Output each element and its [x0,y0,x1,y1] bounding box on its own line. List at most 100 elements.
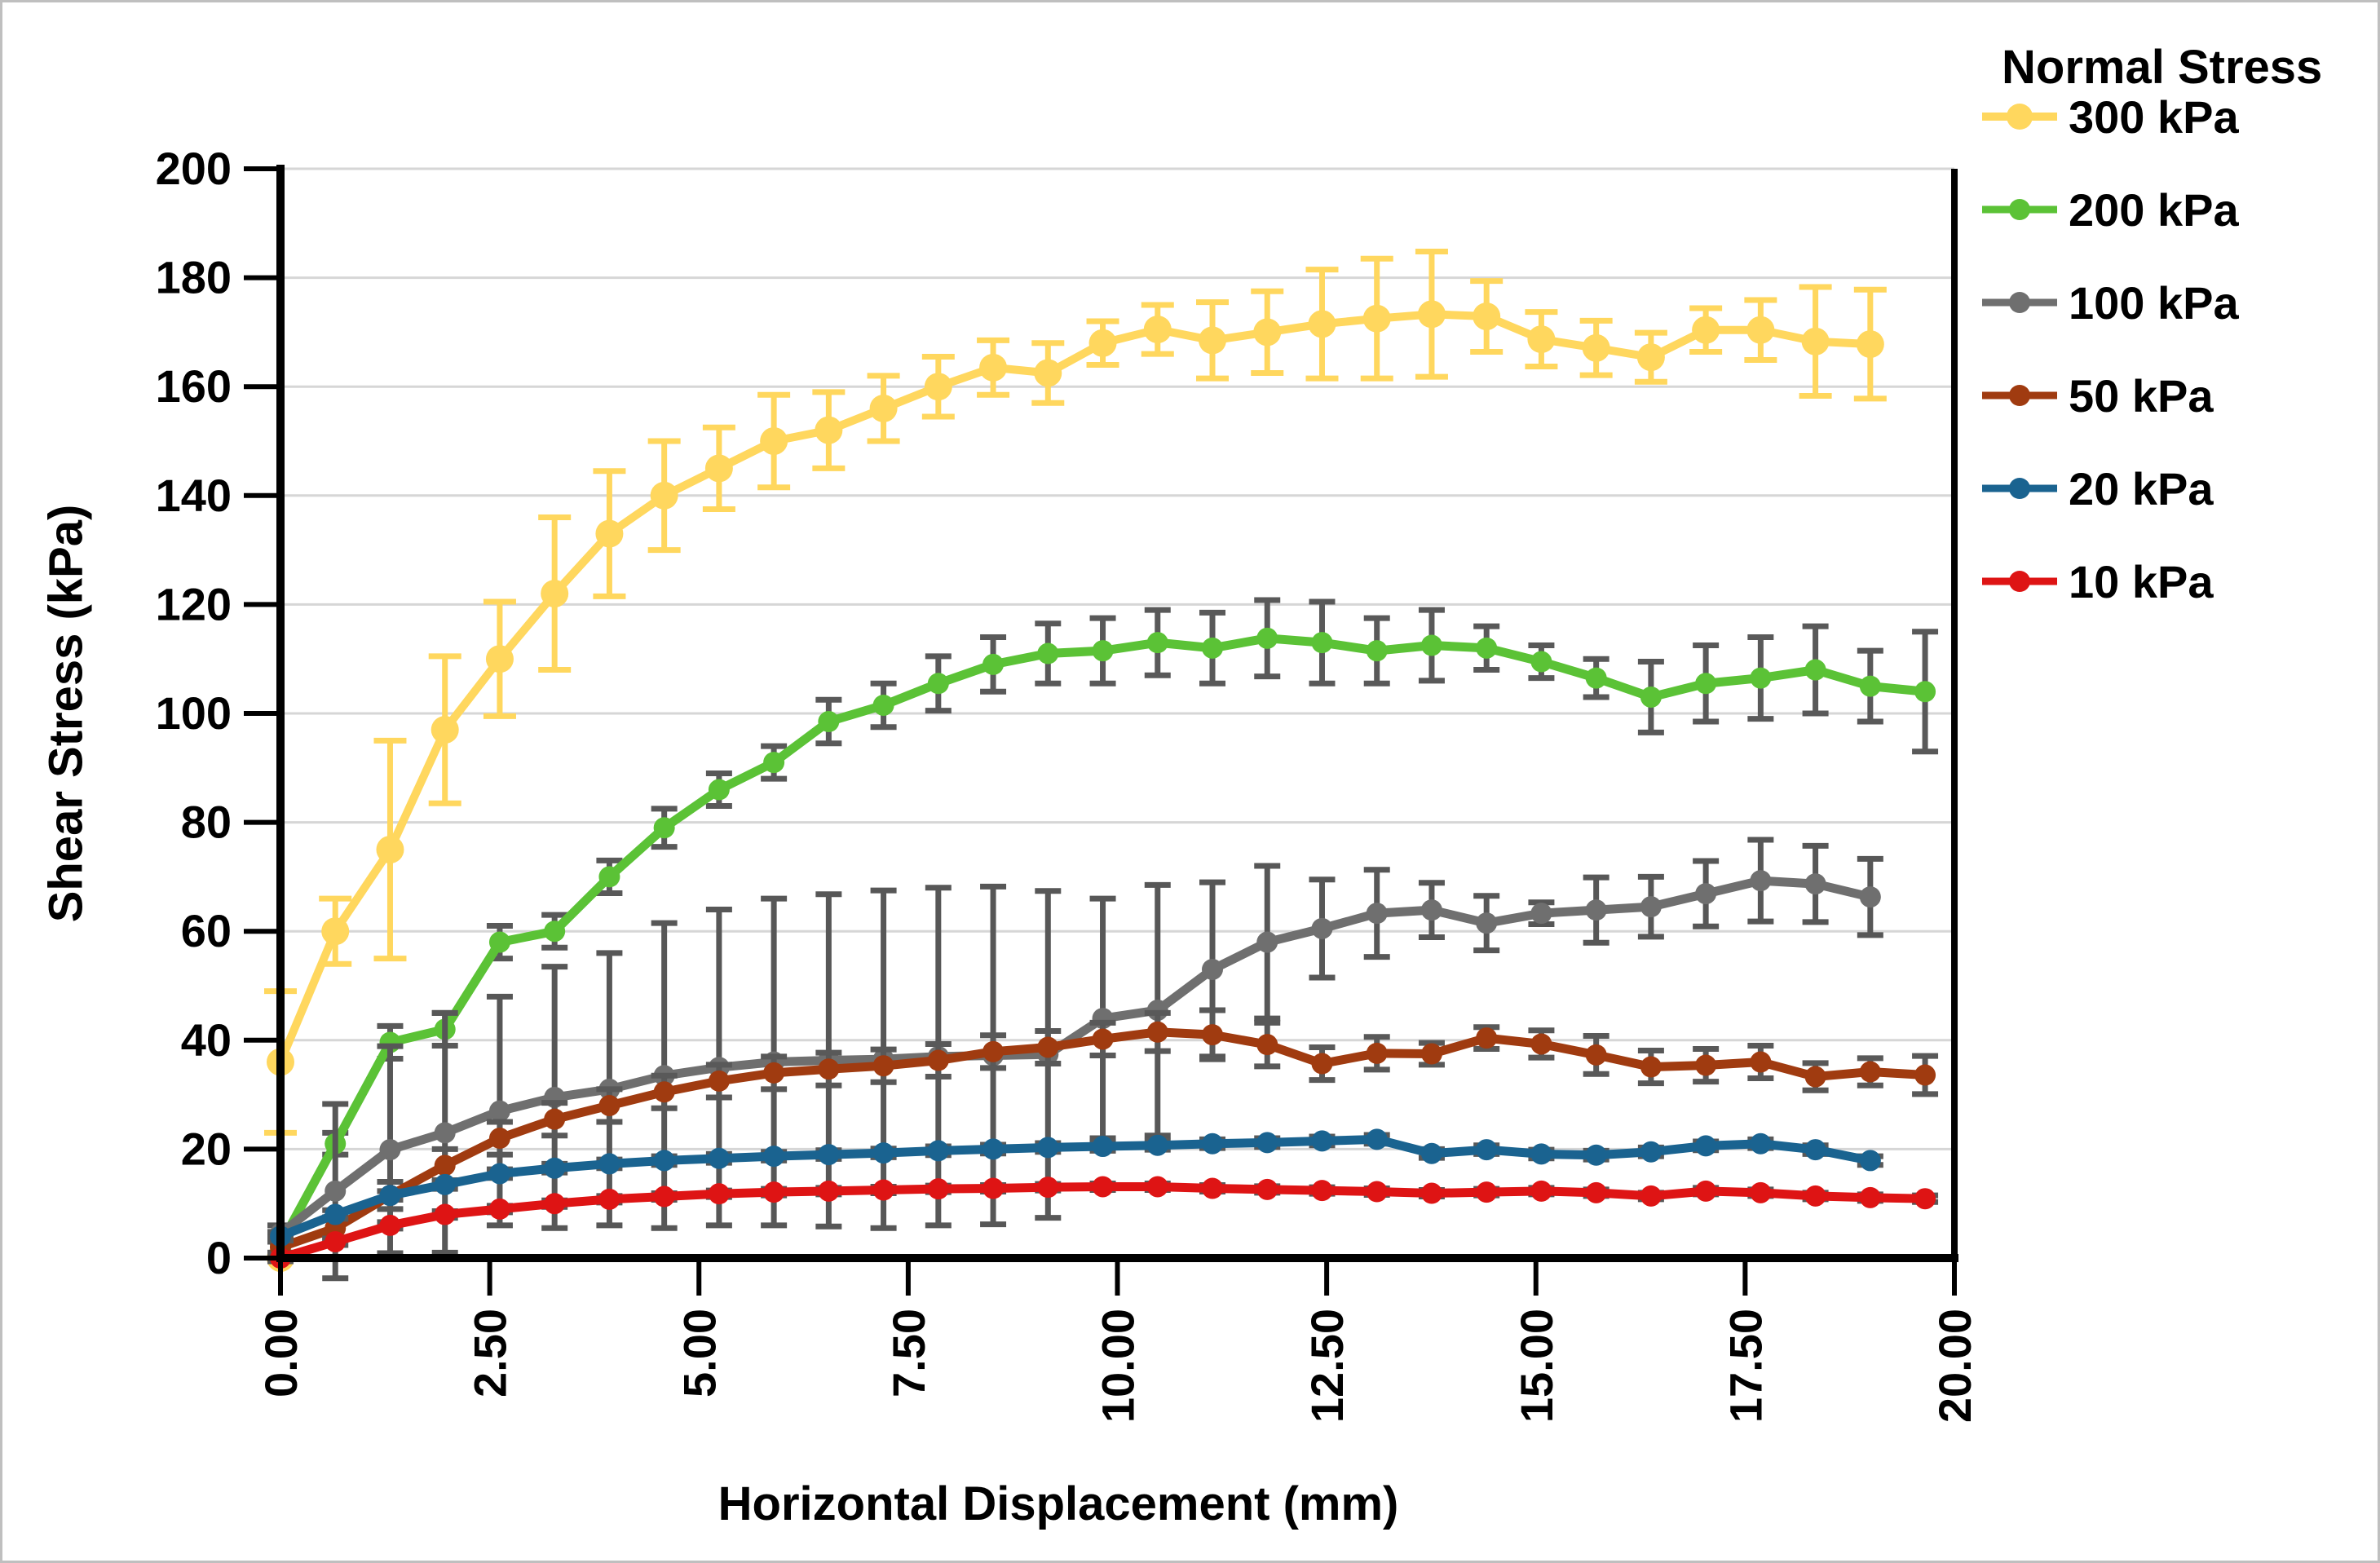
marker-200-kPa [872,694,894,716]
marker-200-kPa [1914,681,1936,703]
marker-10-kPa [982,1177,1005,1199]
marker-200-kPa [1366,640,1388,662]
marker-300-kPa [1253,318,1282,347]
marker-50-kPa [1804,1066,1826,1088]
marker-200-kPa [763,752,785,774]
marker-300-kPa [1692,316,1720,344]
marker-300-kPa [1801,327,1830,355]
y-tick-label: 60 [181,905,232,956]
x-tick-label: 2.50 [465,1309,516,1397]
marker-200-kPa [653,817,675,839]
marker-50-kPa [1366,1042,1388,1064]
y-tick-label: 100 [156,687,232,739]
marker-20-kPa [379,1185,401,1207]
marker-300-kPa [979,353,1008,382]
marker-10-kPa [325,1230,347,1252]
marker-20-kPa [1695,1135,1717,1157]
marker-10-kPa [1530,1180,1552,1202]
marker-200-kPa [1530,651,1552,673]
marker-50-kPa [488,1128,510,1150]
legend-item-label: 50 kPa [2069,370,2214,422]
legend-swatch-marker [2009,292,2030,313]
legend-item-10-kPa: 10 kPa [1982,556,2214,607]
marker-20-kPa [1256,1132,1278,1154]
marker-50-kPa [982,1040,1005,1062]
marker-100-kPa [434,1122,456,1144]
marker-20-kPa [1585,1144,1607,1166]
marker-300-kPa [1088,329,1117,357]
series-line-100-kPa [277,876,1872,1238]
marker-20-kPa [488,1163,510,1185]
marker-10-kPa [1476,1181,1498,1203]
marker-20-kPa [325,1203,347,1225]
marker-50-kPa [1914,1064,1936,1086]
marker-10-kPa [1092,1176,1114,1198]
marker-20-kPa [1750,1133,1772,1155]
legend-item-label: 300 kPa [2069,91,2239,143]
marker-200-kPa [1037,642,1059,664]
marker-50-kPa [1640,1056,1662,1078]
marker-200-kPa [927,673,949,695]
marker-300-kPa [1308,310,1336,338]
marker-20-kPa [1476,1139,1498,1161]
y-tick-label: 40 [181,1014,232,1066]
marker-200-kPa [1256,627,1278,649]
marker-100-kPa [1750,870,1772,892]
marker-50-kPa [1695,1054,1717,1076]
marker-200-kPa [544,921,566,943]
marker-300-kPa [1473,302,1501,331]
marker-200-kPa [1476,637,1498,659]
marker-20-kPa [1804,1139,1826,1161]
marker-300-kPa [650,481,678,510]
marker-10-kPa [818,1180,840,1202]
marker-50-kPa [927,1049,949,1071]
marker-10-kPa [434,1203,456,1225]
marker-100-kPa [1640,896,1662,918]
marker-100-kPa [1311,917,1333,939]
marker-200-kPa [1311,632,1333,654]
x-tick-label: 20.00 [1929,1309,1980,1423]
marker-10-kPa [763,1181,785,1203]
marker-10-kPa [598,1188,620,1210]
marker-200-kPa [1695,673,1717,695]
marker-50-kPa [1476,1027,1498,1049]
marker-300-kPa [485,645,514,673]
series-20-kPa [267,1128,1883,1247]
series-300-kPa [264,249,1887,1272]
legend-item-label: 10 kPa [2069,556,2214,607]
marker-300-kPa [924,373,952,401]
marker-10-kPa [488,1198,510,1220]
series-10-kPa [267,1176,1939,1269]
legend-swatch-marker [2007,104,2033,130]
marker-10-kPa [1366,1181,1388,1203]
marker-300-kPa [1199,326,1227,355]
marker-300-kPa [815,416,843,444]
marker-50-kPa [1092,1028,1114,1050]
marker-300-kPa [1143,316,1172,344]
marker-10-kPa [1146,1176,1168,1198]
x-tick-label: 7.50 [883,1309,934,1397]
legend-swatch-marker [2009,199,2030,220]
marker-50-kPa [818,1058,840,1080]
marker-50-kPa [653,1081,675,1103]
marker-20-kPa [434,1173,456,1195]
marker-300-kPa [1417,300,1446,329]
marker-300-kPa [1636,343,1665,372]
marker-20-kPa [1859,1150,1881,1172]
marker-20-kPa [1146,1134,1168,1156]
marker-300-kPa [376,836,404,863]
marker-200-kPa [818,711,840,733]
marker-20-kPa [1092,1136,1114,1158]
marker-50-kPa [1202,1024,1224,1046]
marker-20-kPa [1640,1141,1662,1163]
marker-20-kPa [708,1147,730,1169]
x-tick-label: 12.50 [1301,1309,1353,1423]
marker-200-kPa [708,779,730,801]
marker-200-kPa [1146,632,1168,654]
marker-300-kPa [760,427,788,455]
legend-item-20-kPa: 20 kPa [1982,463,2214,514]
legend-item-200-kPa: 200 kPa [1982,184,2239,236]
marker-50-kPa [1530,1033,1552,1055]
marker-300-kPa [595,519,624,548]
